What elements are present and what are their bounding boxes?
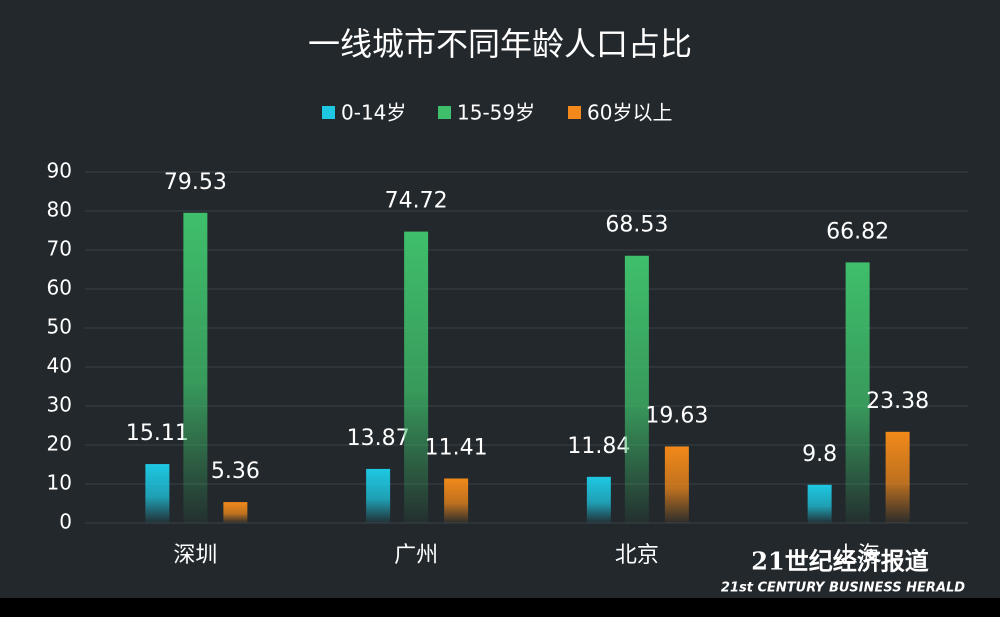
- bar: [183, 212, 208, 523]
- value-label: 9.8: [802, 442, 837, 467]
- bar: [624, 255, 649, 523]
- bar: [223, 502, 248, 523]
- y-tick-label: 90: [47, 159, 72, 183]
- y-tick-label: 0: [59, 510, 72, 534]
- y-tick-label: 20: [47, 432, 72, 456]
- y-tick-label: 60: [47, 276, 72, 300]
- legend-swatch: [438, 106, 451, 119]
- value-label: 66.82: [826, 219, 889, 244]
- value-label: 13.87: [347, 426, 410, 451]
- y-tick-label: 40: [47, 354, 72, 378]
- value-label: 11.41: [425, 436, 488, 461]
- value-label: 79.53: [164, 170, 227, 195]
- watermark-title: 21世纪经济报道: [751, 547, 928, 576]
- bar: [807, 484, 832, 523]
- bar: [885, 431, 910, 523]
- legend-label: 60岁以上: [587, 101, 672, 125]
- bar: [404, 231, 429, 524]
- legend-swatch: [568, 106, 581, 119]
- value-label: 68.53: [605, 213, 668, 238]
- bar: [845, 262, 870, 523]
- x-tick-label: 上海: [836, 543, 880, 568]
- y-tick-label: 80: [47, 198, 72, 222]
- legend-label: 15-59岁: [457, 101, 535, 125]
- bar: [586, 476, 611, 523]
- y-tick-label: 10: [47, 471, 72, 495]
- x-tick-label: 广州: [394, 543, 438, 568]
- legend-label: 0-14岁: [341, 101, 406, 125]
- value-label: 19.63: [645, 403, 708, 428]
- bar: [366, 468, 391, 523]
- y-tick-label: 70: [47, 237, 72, 261]
- y-tick-label: 50: [47, 315, 72, 339]
- bar: [444, 478, 469, 523]
- x-tick-label: 北京: [615, 543, 659, 568]
- value-label: 23.38: [866, 389, 929, 414]
- y-tick-label: 30: [47, 393, 72, 417]
- value-label: 5.36: [211, 459, 260, 484]
- chart-title: 一线城市不同年龄人口占比: [308, 25, 692, 63]
- value-label: 74.72: [385, 189, 448, 214]
- bar: [145, 464, 170, 523]
- bar: [664, 446, 689, 523]
- watermark-subtitle: 21st CENTURY BUSINESS HERALD: [721, 581, 965, 596]
- x-tick-label: 深圳: [173, 543, 217, 568]
- legend-swatch: [322, 106, 335, 119]
- value-label: 15.11: [126, 421, 189, 446]
- value-label: 11.84: [567, 434, 630, 459]
- bottom-strip: [0, 598, 1000, 617]
